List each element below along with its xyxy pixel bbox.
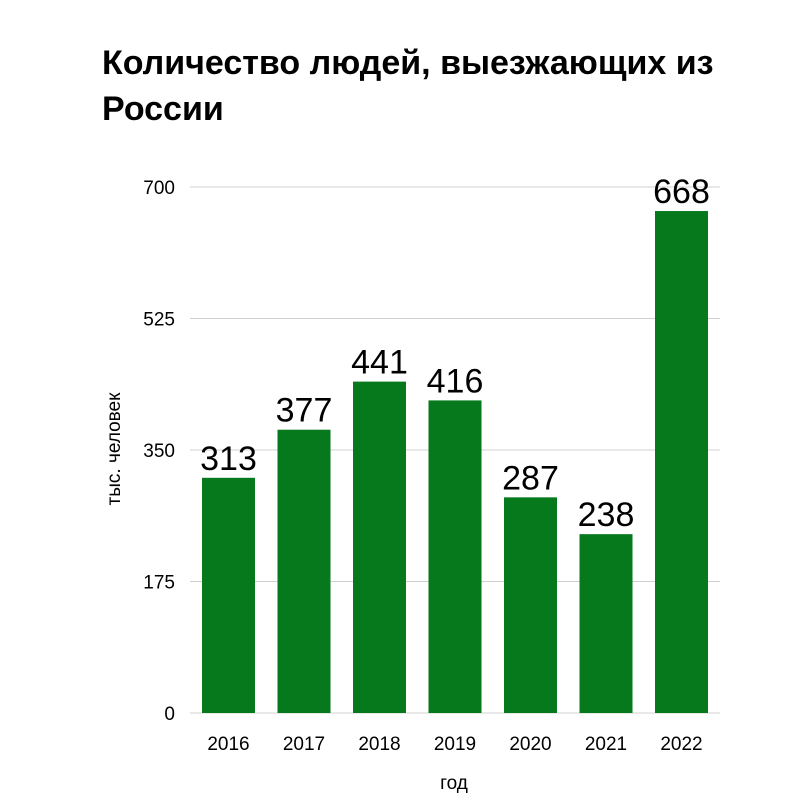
x-tick-label: 2022 <box>660 734 702 755</box>
data-label: 287 <box>502 459 559 497</box>
data-label: 377 <box>276 392 333 430</box>
y-tick-label: 700 <box>143 178 175 199</box>
bar-2020 <box>504 497 557 713</box>
data-label: 313 <box>200 440 257 478</box>
x-tick-label: 2020 <box>509 734 551 755</box>
y-axis-ticks: 0 175 350 525 700 <box>143 178 175 725</box>
bar-2022 <box>655 211 708 713</box>
y-tick-label: 175 <box>143 573 175 594</box>
x-tick-label: 2021 <box>585 734 627 755</box>
data-labels: 313 377 441 416 287 238 668 <box>200 173 710 534</box>
bar-2017 <box>277 429 331 713</box>
x-axis-ticks: 2016 2017 2018 2019 2020 2021 2022 <box>207 734 702 755</box>
data-label: 668 <box>653 173 710 211</box>
bars <box>202 211 708 713</box>
bar-2018 <box>353 381 406 713</box>
data-label: 238 <box>578 496 635 534</box>
bar-2021 <box>579 534 633 713</box>
x-tick-label: 2018 <box>358 734 400 755</box>
x-tick-label: 2016 <box>207 734 249 755</box>
x-tick-label: 2019 <box>434 734 476 755</box>
x-axis-label: год <box>440 773 468 794</box>
bar-2019 <box>428 400 482 713</box>
data-label: 416 <box>427 362 484 400</box>
x-tick-label: 2017 <box>283 734 325 755</box>
y-tick-label: 350 <box>143 441 175 462</box>
y-tick-label: 525 <box>143 310 175 331</box>
y-axis-label: тыс. человек <box>104 392 125 506</box>
y-tick-label: 0 <box>164 704 175 725</box>
chart-title: Количество людей, выезжающих из России <box>102 44 714 128</box>
bar-2016 <box>202 477 255 713</box>
data-label: 441 <box>351 344 408 382</box>
